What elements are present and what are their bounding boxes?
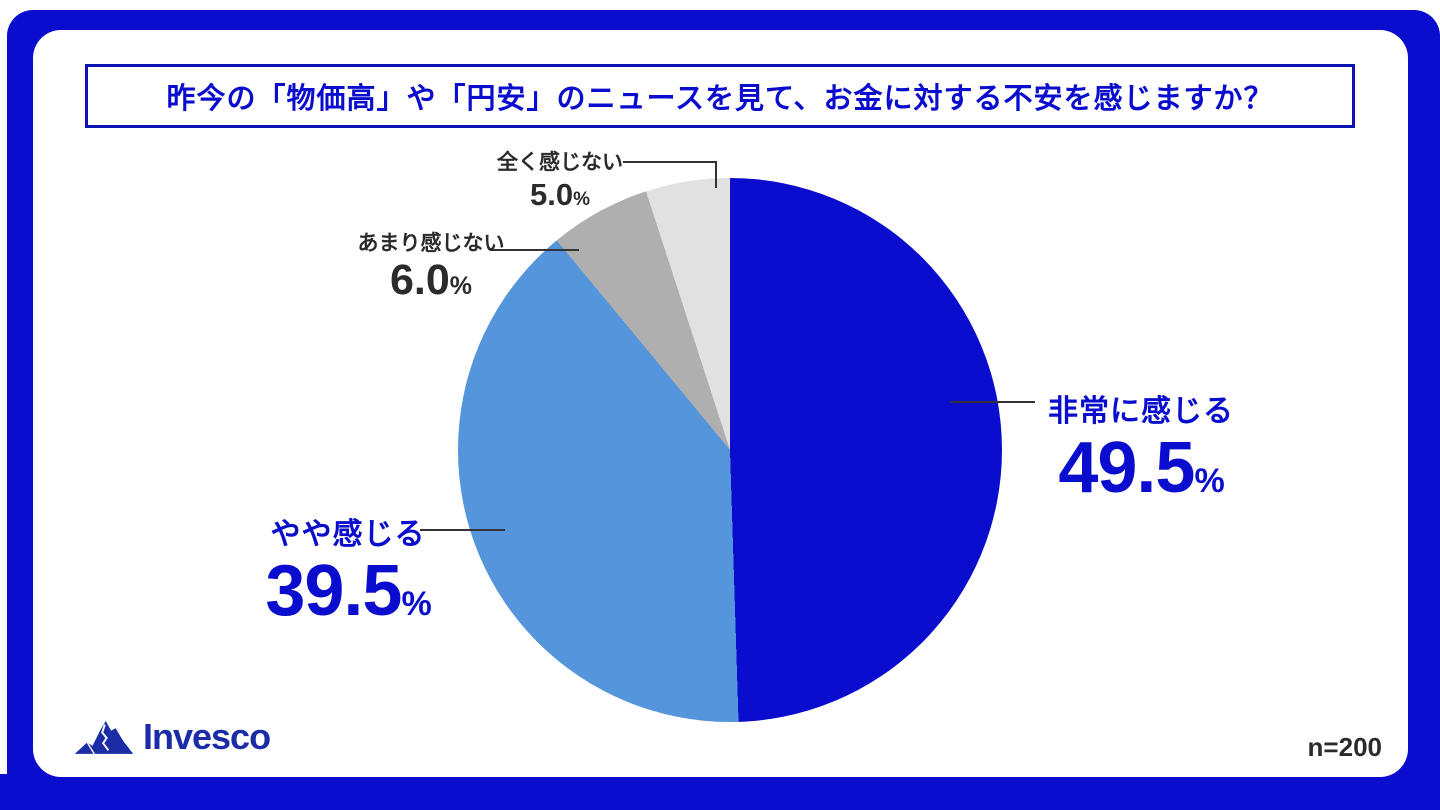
callout-not-much-value: 6.0% (358, 259, 505, 302)
leader-line-somewhat-h (420, 529, 505, 531)
chart-card: 昨今の「物価高」や「円安」のニュースを見て、お金に対する不安を感じますか？ 全く… (33, 30, 1408, 777)
callout-not-at-all-label: 全く感じない (497, 151, 623, 174)
pie-chart (458, 178, 1002, 722)
callout-somewhat-feel-number: 39.5 (265, 551, 402, 631)
callout-not-much: あまり感じない 6.0% (358, 227, 505, 302)
callout-not-much-percent-sign: % (449, 272, 472, 300)
callout-strongly-feel-label: 非常に感じる (1048, 395, 1234, 428)
leader-line-not-at-all-v (715, 161, 717, 188)
callout-not-at-all-number: 5.0 (529, 177, 574, 212)
leader-line-not-at-all-h (623, 161, 717, 163)
callout-not-at-all: 全く感じない 5.0% (497, 146, 623, 210)
question-title: 昨今の「物価高」や「円安」のニュースを見て、お金に対する不安を感じますか？ (166, 83, 1274, 115)
callout-not-much-number: 6.0 (389, 256, 450, 304)
invesco-mountain-icon (74, 721, 134, 755)
callout-not-at-all-percent-sign: % (573, 189, 590, 210)
callout-not-much-label: あまり感じない (357, 232, 505, 255)
sample-size-label: n=200 (1307, 732, 1382, 762)
callout-somewhat-feel-percent-sign: % (401, 585, 431, 623)
callout-not-at-all-value: 5.0% (497, 179, 623, 210)
callout-strongly-feel: 非常に感じる 49.5% (1048, 386, 1234, 504)
invesco-logo-text: Invesco (143, 716, 271, 757)
question-title-box: 昨今の「物価高」や「円安」のニュースを見て、お金に対する不安を感じますか？ (85, 64, 1355, 128)
leader-line-not-much-h (491, 249, 579, 251)
invesco-logo: Invesco (73, 713, 271, 761)
callout-strongly-feel-number: 49.5 (1058, 428, 1195, 508)
blue-frame-bottom-strip (0, 774, 1440, 810)
callout-somewhat-feel: やや感じる 39.5% (265, 509, 431, 627)
callout-strongly-feel-value: 49.5% (1048, 432, 1234, 504)
callout-somewhat-feel-label: やや感じる (270, 518, 426, 551)
callout-somewhat-feel-value: 39.5% (265, 555, 431, 627)
callout-strongly-feel-percent-sign: % (1194, 462, 1224, 500)
leader-line-strongly-h (950, 401, 1035, 403)
